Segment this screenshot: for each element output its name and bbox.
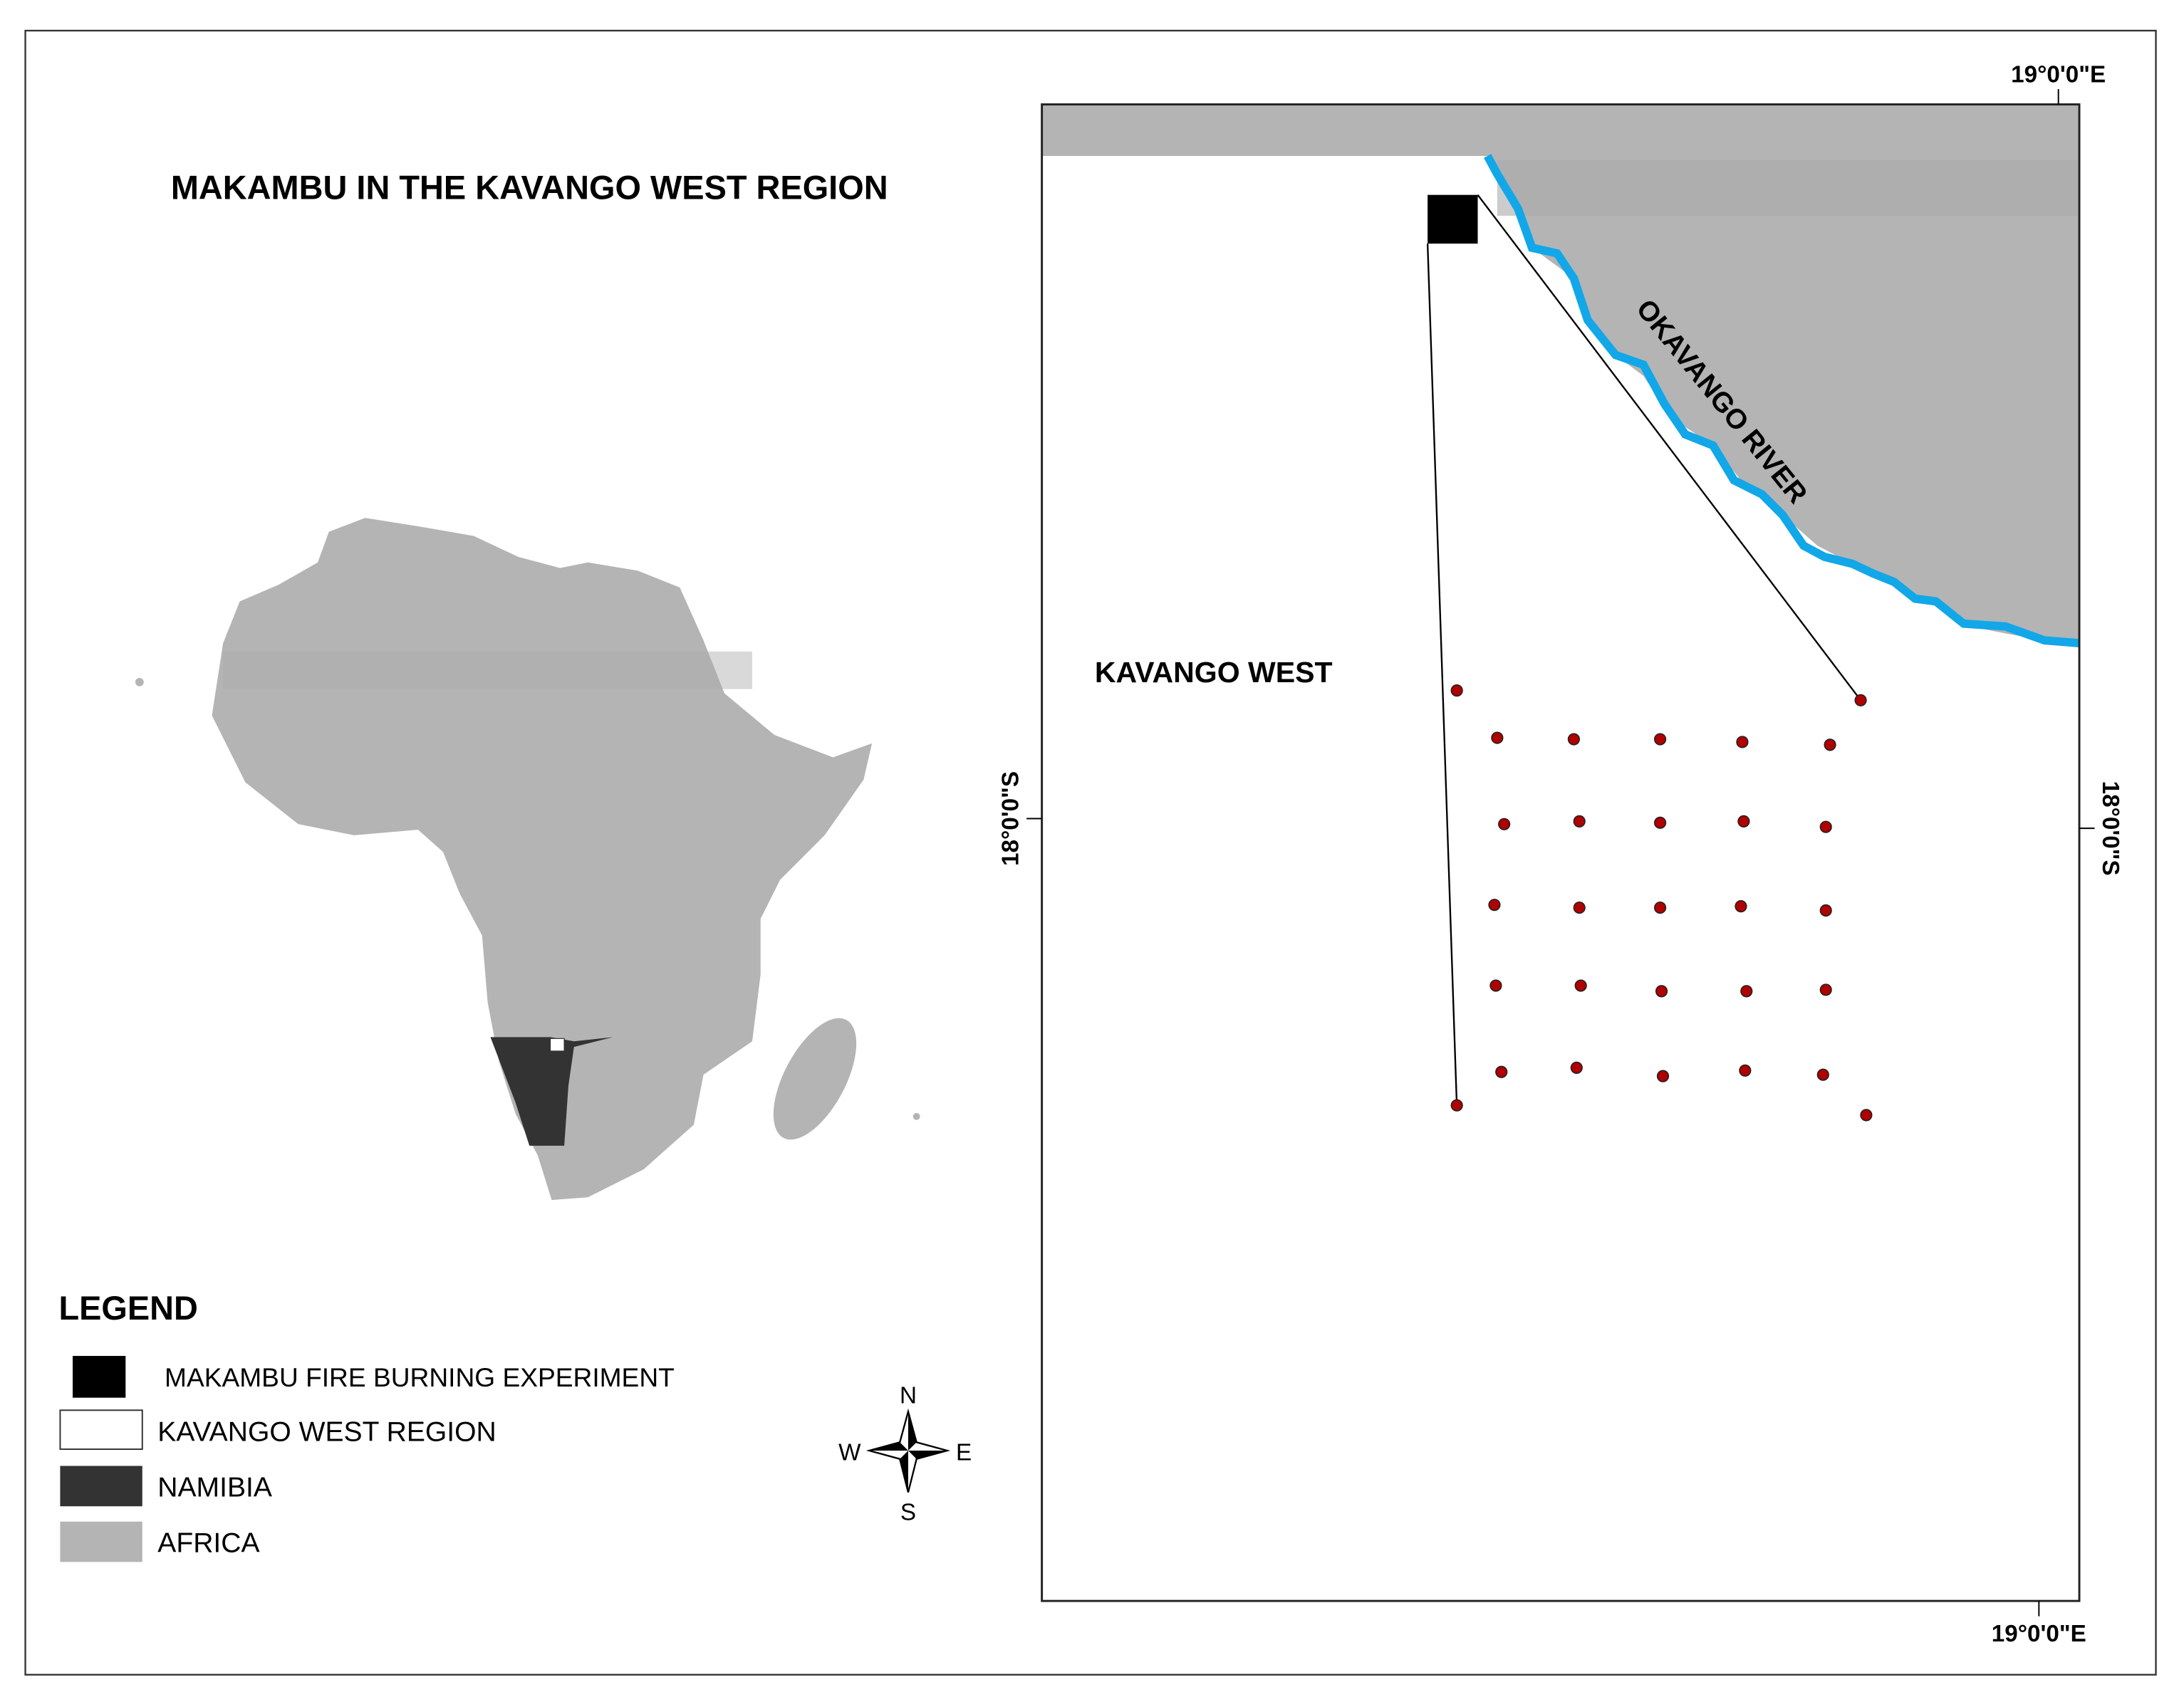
sample-point xyxy=(1653,816,1667,829)
sample-point xyxy=(1819,983,1832,996)
sample-point xyxy=(1653,901,1667,914)
sample-point xyxy=(1573,815,1586,827)
sample-point xyxy=(1656,1070,1670,1082)
sample-point xyxy=(1854,694,1867,706)
island xyxy=(912,1112,920,1120)
okavango-area xyxy=(1041,104,2080,644)
sample-point xyxy=(1860,1109,1873,1122)
sample-point xyxy=(1819,904,1832,917)
sample-point xyxy=(1489,979,1502,992)
kavango-west-region xyxy=(549,1038,565,1052)
sample-point xyxy=(1736,736,1749,748)
sample-point xyxy=(1739,1064,1752,1077)
sample-point xyxy=(1737,815,1750,827)
island xyxy=(135,678,144,686)
area-shade xyxy=(1497,160,2080,216)
sample-point xyxy=(1824,738,1836,751)
longitude-label: 19°0'0"E xyxy=(2011,61,2106,88)
africa xyxy=(212,518,873,1201)
legend-swatch-namibia xyxy=(60,1466,142,1507)
sample-point xyxy=(1573,901,1586,914)
namibia xyxy=(490,1037,613,1146)
sample-point xyxy=(1655,985,1668,998)
sample-points xyxy=(1450,684,1873,1122)
sample-point xyxy=(1816,1068,1829,1081)
detail-map: KAVANGO WEST OKAVANGO RIVER 19°0'0"E 19°… xyxy=(997,61,2123,1646)
zoom-line xyxy=(1426,244,1458,1107)
compass-west: W xyxy=(838,1440,861,1466)
sample-point xyxy=(1491,731,1504,744)
sample-point xyxy=(1570,1061,1583,1074)
africa-shade xyxy=(223,651,753,689)
madagascar xyxy=(773,1018,857,1140)
latitude-label: 18°0'0"S xyxy=(997,771,1024,866)
okavango-river xyxy=(1484,154,2080,648)
longitude-label: 19°0'0"E xyxy=(1992,1621,2086,1647)
map-title: MAKAMBU IN THE KAVANGO WEST REGION xyxy=(171,169,888,207)
sample-point xyxy=(1653,733,1667,746)
sample-point xyxy=(1740,985,1753,998)
compass-north: N xyxy=(900,1383,917,1409)
sample-point xyxy=(1819,820,1832,833)
sample-point xyxy=(1498,818,1511,830)
zoom-line xyxy=(1477,194,1862,701)
sample-point xyxy=(1450,684,1463,697)
legend-swatch-experiment xyxy=(73,1356,126,1398)
legend-swatch-region xyxy=(59,1409,143,1451)
map-frame xyxy=(1041,103,2081,1602)
compass-star-shade xyxy=(869,1411,947,1493)
sample-point xyxy=(1450,1099,1463,1112)
legend-label: NAMIBIA xyxy=(157,1472,272,1503)
latitude-label: 18°0'0"S xyxy=(2097,781,2123,876)
legend-label: MAKAMBU FIRE BURNING EXPERIMENT xyxy=(165,1362,675,1392)
sample-point xyxy=(1567,733,1580,746)
compass-south: S xyxy=(900,1500,916,1526)
legend-title: LEGEND xyxy=(58,1290,197,1327)
sample-point xyxy=(1574,979,1587,992)
sample-point xyxy=(1735,900,1747,913)
legend-label: KAVANGO WEST REGION xyxy=(157,1416,496,1447)
experiment-site xyxy=(1428,194,1478,244)
outer-border xyxy=(24,29,2157,1676)
legend-swatch-africa xyxy=(60,1521,142,1562)
sample-point xyxy=(1495,1065,1508,1078)
compass: N S E W xyxy=(838,1383,972,1526)
legend-label: AFRICA xyxy=(157,1528,259,1559)
region-label: KAVANGO WEST xyxy=(1095,656,1333,689)
sample-point xyxy=(1488,899,1501,912)
compass-east: E xyxy=(956,1440,972,1466)
